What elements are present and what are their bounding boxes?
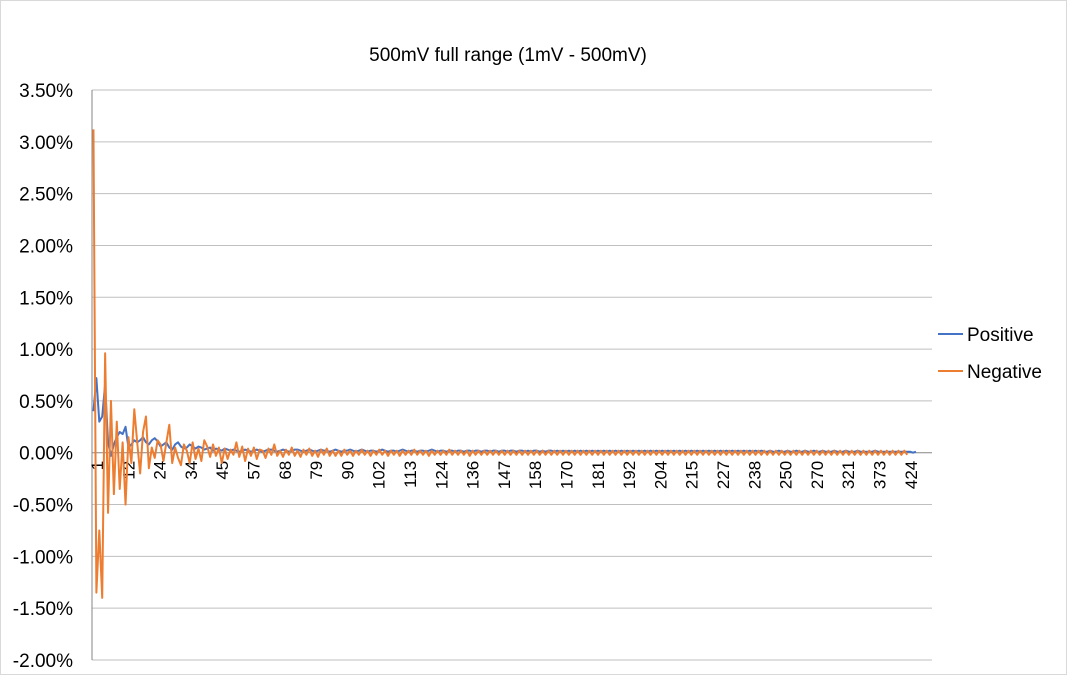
y-tick-label: 2.00% [19, 236, 73, 257]
x-tick-label: 192 [620, 461, 639, 489]
y-tick-label: 0.00% [19, 444, 73, 465]
y-tick-label: 1.00% [19, 340, 73, 361]
y-tick-label: 2.50% [19, 185, 73, 206]
x-tick-label: 57 [245, 461, 264, 480]
y-tick-label: -1.00% [13, 547, 73, 568]
y-tick-label: -2.00% [13, 651, 73, 672]
gridlines [91, 89, 932, 661]
x-tick-label: 147 [495, 461, 514, 489]
x-tick-label: 204 [651, 461, 670, 489]
y-tick-label: -1.50% [13, 599, 73, 620]
x-tick-label: 424 [902, 461, 921, 489]
legend-label-positive: Positive [967, 325, 1034, 346]
series-line-negative [92, 129, 909, 599]
x-tick-label: 90 [338, 461, 357, 480]
x-tick-label: 79 [307, 461, 326, 480]
x-tick-label: 215 [683, 461, 702, 489]
x-tick-label: 181 [589, 461, 608, 489]
legend: Positive Negative [938, 325, 1042, 383]
x-tick-label: 1 [88, 461, 107, 470]
chart-title: 500mV full range (1mV - 500mV) [369, 45, 647, 66]
x-tick-label: 238 [745, 461, 764, 489]
x-tick-label: 373 [871, 461, 890, 489]
x-tick-label: 270 [808, 461, 827, 489]
x-tick-label: 45 [213, 461, 232, 480]
x-tick-label: 158 [526, 461, 545, 489]
x-tick-label: 24 [151, 461, 170, 480]
x-tick-label: 102 [370, 461, 389, 489]
x-tick-label: 170 [558, 461, 577, 489]
x-tick-label: 68 [276, 461, 295, 480]
legend-label-negative: Negative [967, 362, 1042, 383]
series-lines [92, 129, 917, 599]
x-tick-label: 34 [182, 461, 201, 480]
y-axis-ticks: 3.50% 3.00% 2.50% 2.00% 1.50% 1.00% 0.50% 0.00%… [13, 81, 73, 672]
x-tick-label: 321 [839, 461, 858, 489]
y-tick-label: 1.50% [19, 288, 73, 309]
x-tick-label: 136 [464, 461, 483, 489]
x-tick-label: 227 [714, 461, 733, 489]
y-tick-label: 0.50% [19, 392, 73, 413]
x-tick-label: 250 [777, 461, 796, 489]
x-axis-ticks: 1 12 24 34 45 57 68 79 90 102 113 124 136 147 158 170 18… [88, 461, 921, 489]
y-tick-label: -0.50% [13, 496, 73, 517]
series-line-positive [92, 377, 917, 457]
y-tick-label: 3.50% [19, 81, 73, 102]
x-tick-label: 124 [432, 461, 451, 489]
x-tick-label: 113 [401, 461, 420, 488]
y-tick-label: 3.00% [19, 133, 73, 154]
